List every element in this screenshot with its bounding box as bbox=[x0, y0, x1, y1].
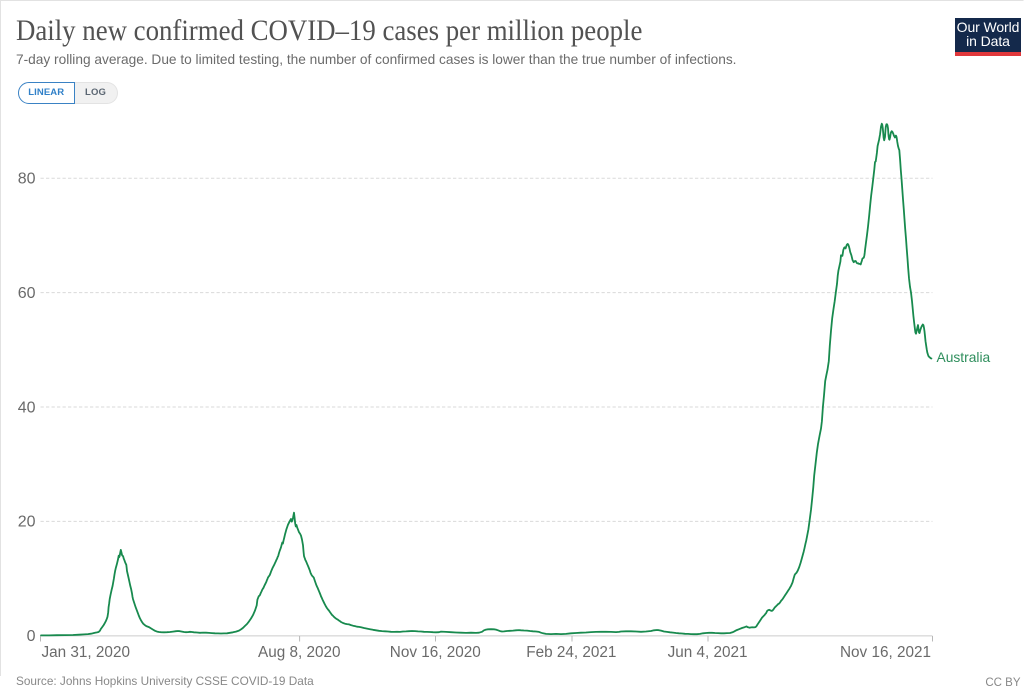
svg-text:Jan 31, 2020: Jan 31, 2020 bbox=[42, 644, 130, 661]
svg-text:Nov 16, 2021: Nov 16, 2021 bbox=[840, 644, 931, 661]
svg-text:Nov 16, 2020: Nov 16, 2020 bbox=[390, 644, 481, 661]
svg-text:80: 80 bbox=[18, 171, 36, 188]
svg-text:40: 40 bbox=[18, 399, 36, 416]
svg-text:20: 20 bbox=[18, 514, 36, 531]
svg-text:60: 60 bbox=[18, 285, 36, 302]
svg-text:Aug 8, 2020: Aug 8, 2020 bbox=[258, 644, 341, 661]
svg-text:Jun 4, 2021: Jun 4, 2021 bbox=[668, 644, 748, 661]
svg-text:0: 0 bbox=[27, 628, 36, 645]
svg-text:Australia: Australia bbox=[937, 350, 991, 365]
svg-text:Feb 24, 2021: Feb 24, 2021 bbox=[526, 644, 616, 661]
